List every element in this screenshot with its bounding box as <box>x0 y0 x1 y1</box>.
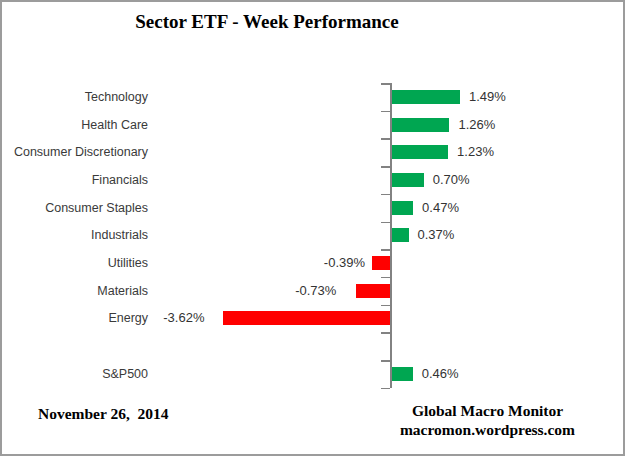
value-label: 0.46% <box>422 366 459 382</box>
tick-mark <box>381 249 390 251</box>
value-label: 1.49% <box>469 89 506 105</box>
category-label: Industrials <box>2 227 148 243</box>
category-label: Energy <box>2 310 148 326</box>
category-label: S&P500 <box>2 366 148 382</box>
value-label: 0.37% <box>418 227 455 243</box>
tick-mark <box>381 305 390 307</box>
chart-frame: Sector ETF - Week Performance Technology… <box>0 0 625 456</box>
value-label: 1.23% <box>457 144 494 160</box>
tick-mark <box>381 111 390 113</box>
tick-mark <box>381 360 390 362</box>
tick-mark <box>381 388 390 390</box>
positive-bar <box>392 90 461 104</box>
value-label: 0.47% <box>422 200 459 216</box>
positive-bar <box>392 201 414 215</box>
tick-mark <box>381 138 390 140</box>
tick-mark <box>381 83 390 85</box>
value-label: -3.62% <box>163 310 204 326</box>
positive-bar <box>392 228 409 242</box>
category-label: Utilities <box>2 255 148 271</box>
positive-bar <box>392 367 413 381</box>
value-label: 1.26% <box>458 117 495 133</box>
credit-line-1: Global Macro Monitor <box>360 401 615 420</box>
category-label: Technology <box>2 89 148 105</box>
date-label: November 26, 2014 <box>38 405 169 423</box>
chart-title: Sector ETF - Week Performance <box>2 11 532 33</box>
value-axis-line <box>390 83 392 388</box>
category-label: Materials <box>2 283 148 299</box>
positive-bar <box>392 145 449 159</box>
negative-bar <box>356 284 390 298</box>
category-label: Consumer Staples <box>2 200 148 216</box>
positive-bar <box>392 173 424 187</box>
tick-mark <box>381 277 390 279</box>
category-label: Financials <box>2 172 148 188</box>
category-label: Consumer Discretionary <box>2 144 148 160</box>
negative-bar <box>223 311 390 325</box>
negative-bar <box>372 256 390 270</box>
credit-line-2: macromon.wordpress.com <box>360 420 615 439</box>
value-label: 0.70% <box>433 172 470 188</box>
value-label: -0.39% <box>324 255 365 271</box>
category-label: Health Care <box>2 117 148 133</box>
tick-mark <box>381 166 390 168</box>
value-label: -0.73% <box>295 283 336 299</box>
positive-bar <box>392 118 450 132</box>
tick-mark <box>381 222 390 224</box>
tick-mark <box>381 332 390 334</box>
tick-mark <box>381 194 390 196</box>
credits-block: Global Macro Monitor macromon.wordpress.… <box>360 401 615 439</box>
